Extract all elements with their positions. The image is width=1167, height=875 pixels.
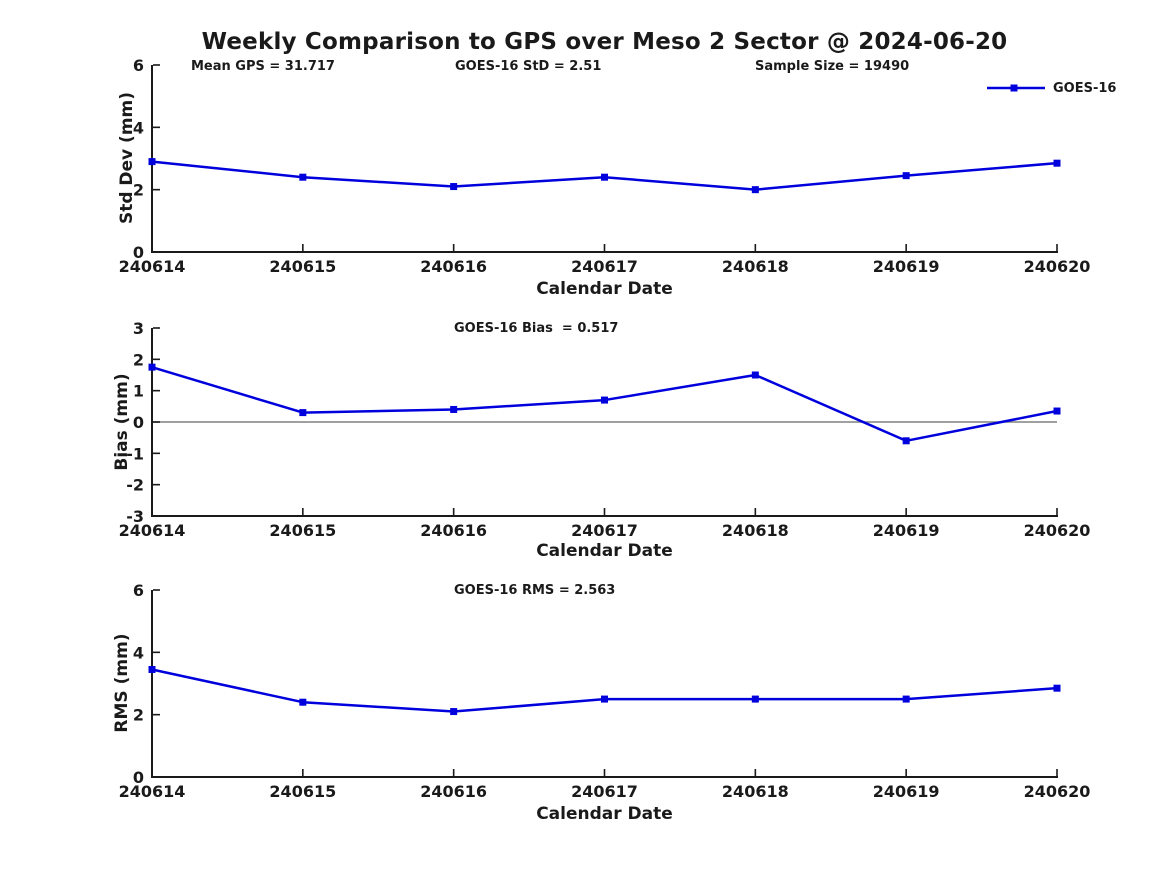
x-tick-label: 240615 (269, 521, 336, 540)
y-tick-label: 2 (133, 350, 144, 369)
y-tick-label: 6 (133, 581, 144, 600)
data-point-marker (148, 363, 156, 371)
x-tick-label: 240614 (119, 521, 186, 540)
x-tick-label: 240615 (269, 257, 336, 276)
x-tick-label: 240620 (1024, 521, 1091, 540)
data-point-marker (450, 183, 458, 191)
data-point-marker (148, 158, 156, 166)
data-point-marker (299, 698, 307, 706)
x-tick-label: 240616 (420, 782, 487, 801)
data-point-marker (450, 708, 458, 716)
annotation-sample-size: Sample Size = 19490 (755, 59, 910, 74)
x-tick-label: 240618 (722, 521, 789, 540)
data-point-marker (751, 695, 759, 703)
series-line (151, 668, 1058, 713)
y-tick-label: -2 (126, 476, 144, 495)
x-tick-label: 240618 (722, 257, 789, 276)
x-tick-label: 240619 (873, 257, 940, 276)
rms-plot: 0 2 4 6 240614 240615 240616 240617 240618 240619… (119, 581, 1091, 801)
x-axis-label-3: Calendar Date (536, 804, 673, 824)
data-point-marker (299, 409, 307, 417)
data-point-marker (902, 172, 910, 180)
x-tick-label: 240616 (420, 257, 487, 276)
legend-line-marker-icon (987, 84, 1045, 92)
bias-plot: -3 -2 -1 0 1 2 3 240614 240615 240616 240617 240618… (119, 319, 1091, 540)
x-tick-label: 240615 (269, 782, 336, 801)
x-tick-label: 240614 (119, 257, 186, 276)
data-point-marker (601, 173, 608, 181)
data-point-marker (1053, 407, 1061, 415)
series-line (151, 365, 1058, 443)
y-tick-label: 0 (133, 243, 144, 262)
y-tick-label: -1 (126, 444, 144, 463)
y-tick-label: 0 (133, 768, 144, 787)
legend: GOES-16 (985, 80, 1116, 96)
y-tick-label: 4 (133, 118, 144, 137)
x-tick-label: 240619 (873, 521, 940, 540)
x-tick-label: 240614 (119, 782, 186, 801)
data-point-marker (751, 371, 759, 379)
x-tick-label: 240620 (1024, 257, 1091, 276)
annotation-goes16-rms: GOES-16 RMS = 2.563 (454, 583, 616, 598)
legend-label: GOES-16 (1053, 80, 1117, 96)
x-axis-label-1: Calendar Date (536, 279, 673, 299)
data-point-marker (450, 405, 458, 413)
data-point-marker (299, 173, 307, 181)
data-point-marker (601, 396, 608, 404)
figure-title: Weekly Comparison to GPS over Meso 2 Sec… (201, 29, 1008, 55)
y-tick-label: 6 (133, 56, 144, 75)
std-dev-plot: 0 2 4 6 240614 240615 240616 240617 240618 240619… (119, 56, 1091, 276)
x-tick-label: 240617 (571, 521, 638, 540)
y-tick-label: 2 (133, 706, 144, 725)
x-tick-label: 240616 (420, 521, 487, 540)
x-tick-label: 240617 (571, 782, 638, 801)
y-tick-label: 2 (133, 181, 144, 200)
data-point-marker (902, 437, 910, 445)
x-axis-label-2: Calendar Date (536, 541, 673, 561)
annotation-mean-gps: Mean GPS = 31.717 (191, 59, 335, 74)
y-tick-label: 1 (133, 382, 144, 401)
annotation-goes16-std: GOES-16 StD = 2.51 (455, 59, 602, 74)
y-tick-label: 4 (133, 643, 144, 662)
data-point-marker (601, 695, 608, 703)
y-tick-label: 0 (133, 413, 144, 432)
x-tick-label: 240619 (873, 782, 940, 801)
x-tick-label: 240618 (722, 782, 789, 801)
x-tick-label: 240620 (1024, 782, 1091, 801)
y-tick-label: -3 (126, 507, 144, 526)
data-point-marker (148, 665, 156, 673)
data-point-marker (1053, 684, 1061, 692)
data-point-marker (751, 186, 759, 194)
data-point-marker (902, 695, 910, 703)
annotation-goes16-bias: GOES-16 Bias = 0.517 (454, 321, 619, 336)
data-point-marker (1053, 159, 1061, 167)
y-tick-label: 3 (133, 319, 144, 338)
x-tick-label: 240617 (571, 257, 638, 276)
